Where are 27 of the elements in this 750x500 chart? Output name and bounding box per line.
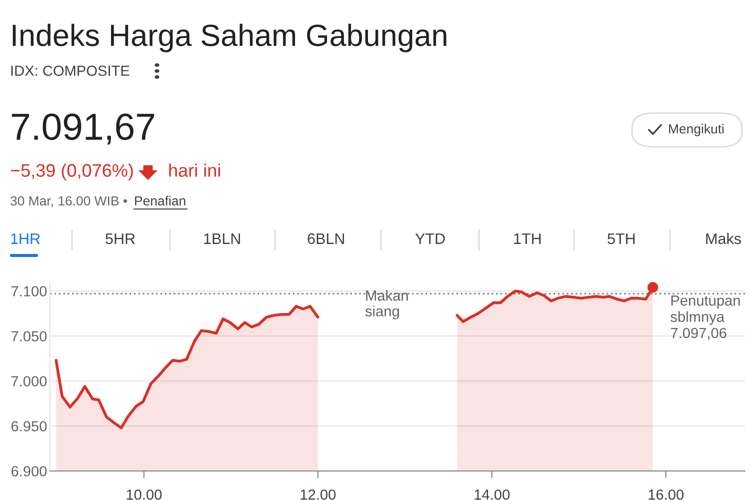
x-tick-label: 16.00 bbox=[648, 489, 684, 500]
text: Maks bbox=[706, 232, 741, 244]
ref-line-label: Penutupan sblmnya 7.097,06 bbox=[670, 296, 740, 340]
text: 5TH bbox=[608, 233, 635, 244]
chart-title: Indeks Harga Saham Gabungan bbox=[12, 24, 446, 52]
text: YTD bbox=[415, 233, 445, 244]
x-tick-label: 14.00 bbox=[474, 489, 510, 500]
text: 1BLN bbox=[204, 233, 240, 244]
annotation: Makan siang bbox=[365, 290, 408, 320]
y-tick-label: 6.950 bbox=[11, 421, 47, 432]
y-tick-label: 7.100 bbox=[11, 286, 47, 296]
text: Mengikuti bbox=[669, 124, 724, 136]
text: 30 Mar, 16.00 WIB • bbox=[10, 196, 128, 208]
text: 6BLN bbox=[308, 233, 344, 244]
text: hari ini bbox=[169, 164, 220, 177]
text: Penafian bbox=[135, 196, 186, 206]
chart-subtitle: IDX: COMPOSITE bbox=[11, 66, 130, 76]
y-tick-label: 7.000 bbox=[11, 376, 47, 386]
y-tick-label: 6.900 bbox=[11, 466, 47, 476]
text: 7.091,67 bbox=[12, 114, 154, 144]
x-tick-label: 10.00 bbox=[126, 489, 162, 500]
text: 5HR bbox=[106, 233, 135, 244]
text: 1TH bbox=[514, 233, 541, 244]
x-tick-label: 12.00 bbox=[300, 489, 336, 500]
y-tick-label: 7.050 bbox=[11, 331, 47, 342]
text: 1HR bbox=[11, 233, 40, 244]
text: −5,39 (0,076%) bbox=[10, 164, 133, 180]
